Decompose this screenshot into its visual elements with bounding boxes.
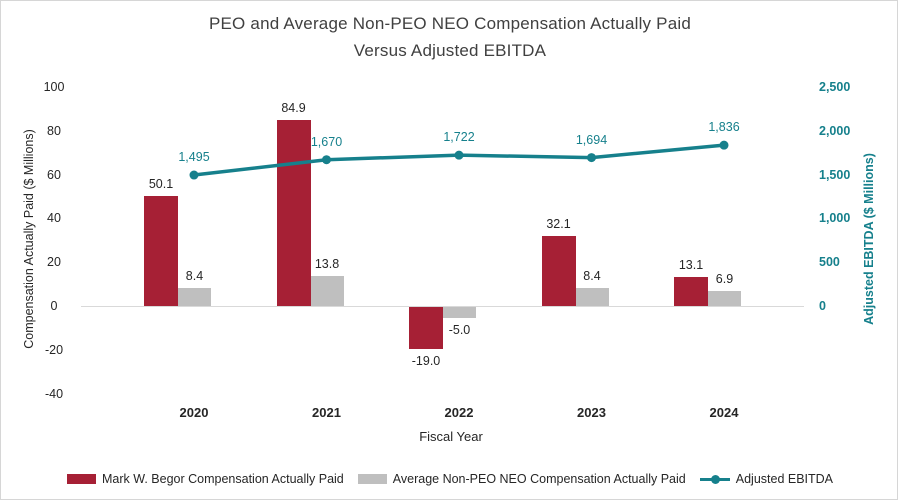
left-axis-tick: 40 xyxy=(47,211,61,226)
x-tick-2020: 2020 xyxy=(179,405,209,420)
x-axis-title: Fiscal Year xyxy=(419,429,483,444)
bar-data-label: 13.8 xyxy=(314,256,340,271)
peo-bar-2024 xyxy=(674,277,708,306)
left-axis-title: Compensation Actually Paid ($ Millions) xyxy=(22,129,36,349)
neo-bar-2021 xyxy=(310,275,344,306)
legend-item-neo: Average Non-PEO NEO Compensation Actuall… xyxy=(357,472,686,486)
bar-data-label: 13.1 xyxy=(678,258,704,273)
bar-data-label: 8.4 xyxy=(583,268,601,283)
legend-label-neo: Average Non-PEO NEO Compensation Actuall… xyxy=(392,472,686,486)
x-tick-2024: 2024 xyxy=(709,405,739,420)
neo-bar-swatch xyxy=(357,474,387,484)
bar-data-label: 50.1 xyxy=(148,177,174,192)
right-axis-tick: 1,000 xyxy=(819,211,851,226)
x-tick-2021: 2021 xyxy=(312,405,341,420)
x-tick-2022: 2022 xyxy=(444,405,474,420)
ebitda-data-label: 1,836 xyxy=(708,120,740,135)
ebitda-data-label: 1,722 xyxy=(443,130,475,145)
ebitda-data-label: 1,495 xyxy=(178,150,210,165)
peo-bar-2023 xyxy=(541,235,576,306)
left-axis-tick: 20 xyxy=(47,255,61,270)
left-axis-tick: 60 xyxy=(47,167,61,182)
left-axis-tick: 80 xyxy=(47,123,61,138)
ebitda-data-label: 1,670 xyxy=(310,134,343,149)
right-axis-tick: 2,000 xyxy=(819,123,851,138)
right-axis-tick: 2,500 xyxy=(819,80,851,94)
left-axis-tick: -20 xyxy=(44,342,64,357)
neo-bar-2023 xyxy=(575,287,609,306)
chart-legend: Mark W. Begor Compensation Actually Paid… xyxy=(1,467,897,491)
right-axis-tick: 1,500 xyxy=(819,167,851,182)
bar-data-label: -5.0 xyxy=(448,322,471,337)
x-axis-line xyxy=(81,306,804,307)
bar-data-label: 32.1 xyxy=(546,216,571,231)
neo-bar-2024 xyxy=(708,290,741,306)
neo-bar-2022 xyxy=(443,307,476,318)
ebitda-marker-2024 xyxy=(719,140,729,150)
right-axis-title: Adjusted EBITDA ($ Millions) xyxy=(862,153,876,325)
neo-bar-2020 xyxy=(178,287,211,306)
legend-label-peo: Mark W. Begor Compensation Actually Paid xyxy=(101,472,344,486)
right-axis-tick: 500 xyxy=(819,255,840,270)
left-axis-tick: 0 xyxy=(50,299,58,313)
ebitda-data-label: 1,694 xyxy=(575,132,608,147)
bar-data-label: 6.9 xyxy=(715,271,734,286)
ebitda-marker-2023 xyxy=(587,153,596,163)
legend-item-ebitda: Adjusted EBITDA xyxy=(699,472,834,486)
bar-data-label: 84.9 xyxy=(281,101,306,116)
peo-bar-2020 xyxy=(144,196,178,306)
bar-data-label: 8.4 xyxy=(185,268,204,283)
left-axis-tick: 100 xyxy=(43,80,65,94)
bar-data-label: -19.0 xyxy=(411,353,441,368)
legend-item-peo: Mark W. Begor Compensation Actually Paid xyxy=(66,472,344,486)
ebitda-line-swatch xyxy=(699,474,730,484)
chart-title-line1: PEO and Average Non-PEO NEO Compensation… xyxy=(208,14,692,33)
legend-label-ebitda: Adjusted EBITDA xyxy=(735,472,834,486)
left-axis-tick: -40 xyxy=(44,386,64,401)
x-tick-2023: 2023 xyxy=(577,405,606,420)
right-axis-tick: 0 xyxy=(819,299,826,313)
ebitda-marker-2021 xyxy=(322,155,331,165)
peo-bar-swatch xyxy=(66,474,96,484)
ebitda-marker-2022 xyxy=(454,150,464,160)
chart-title-line2: Versus Adjusted EBITDA xyxy=(353,41,547,60)
peo-bar-2022 xyxy=(409,307,443,349)
